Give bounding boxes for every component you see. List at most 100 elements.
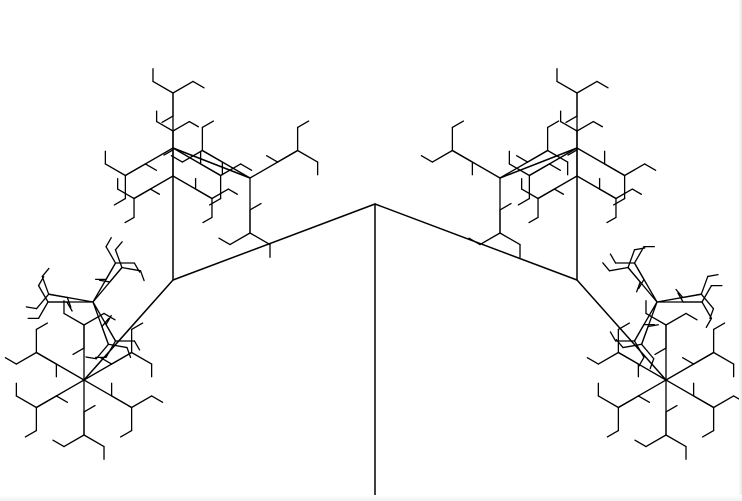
fractal-branch-line — [203, 217, 212, 222]
fractal-branch-line — [607, 431, 618, 437]
fractal-branch-line — [5, 358, 16, 364]
fractal-branch-line — [480, 233, 500, 245]
fractal-branch-line — [125, 164, 145, 176]
fractal-branch-line — [115, 242, 122, 250]
fractal-branch-line — [134, 341, 139, 350]
fractal-branch-line — [694, 396, 714, 408]
fractal-branch-line — [618, 353, 638, 365]
fractal-branch-line — [635, 440, 646, 446]
fractal-branch-line — [106, 238, 111, 247]
fractal-branch-line — [193, 81, 204, 87]
fractal-branch-line — [635, 325, 644, 341]
fractal-branch-line — [141, 271, 145, 281]
fractal-branch-line — [452, 121, 463, 127]
fractal-branch-line — [666, 406, 677, 412]
fractal-branch-line — [153, 81, 173, 93]
fractal-branch-line — [686, 313, 697, 319]
fractal-branch-line — [587, 358, 598, 364]
fractal-branch-line — [108, 344, 127, 347]
fractal-branch-line — [714, 396, 734, 408]
fractal-branch-line — [73, 348, 84, 354]
fractal-branch-line — [173, 81, 193, 93]
fractal-branch-line — [105, 164, 125, 176]
fractal-branch-line — [86, 357, 96, 359]
fractal-branch-line — [598, 396, 618, 408]
fractal-branch-line — [106, 247, 115, 263]
fractal-branch-line — [132, 353, 152, 365]
fractal-branch-line — [278, 151, 298, 163]
fractal-branch-line — [298, 151, 318, 163]
fractal-branch-line — [666, 435, 686, 447]
fractal-branch-line — [548, 121, 559, 127]
fractal-branch-line — [603, 263, 610, 271]
fractal-branch-line — [173, 204, 375, 280]
fractal-branch-line — [432, 151, 452, 163]
fractal-branch-line — [577, 81, 597, 93]
fractal-branch-line — [618, 396, 638, 408]
fractal-branch-line — [701, 294, 713, 308]
fractal-branch-line — [714, 353, 734, 365]
fractal-branch-line — [230, 233, 250, 245]
window-bottom-edge — [0, 495, 742, 501]
fractal-branch-line — [618, 323, 629, 329]
fractal-branch-line — [210, 199, 221, 205]
fractal-branch-line — [598, 353, 618, 365]
fractal-branch-line — [64, 313, 84, 325]
fractal-branch-line — [152, 396, 163, 402]
fractal-branch-line — [638, 396, 649, 402]
fractal-branch-line — [557, 81, 577, 93]
fractal-branch-line — [202, 121, 213, 127]
fractal-branch-line — [628, 250, 634, 268]
fractal-branch-line — [714, 323, 725, 329]
fractal-branches — [5, 69, 742, 501]
fractal-branch-line — [53, 440, 64, 446]
fractal-branch-line — [132, 396, 152, 408]
fractal-branch-line — [708, 275, 718, 277]
fractal-branch-line — [173, 148, 250, 178]
fractal-branch-line — [469, 238, 480, 244]
fractal-branch-line — [36, 323, 47, 329]
fractal-branch-line — [157, 122, 173, 131]
fractal-branch-line — [121, 431, 132, 437]
fractal-branch-line — [36, 396, 56, 408]
fractal-branch-line — [701, 276, 707, 294]
fractal-branch-line — [16, 353, 36, 365]
fractal-branch-line — [228, 189, 237, 194]
fractal-branch-line — [605, 164, 625, 176]
fractal-branch-line — [655, 348, 666, 354]
fractal-branch-line — [632, 189, 641, 194]
fractal-branch-line — [84, 435, 104, 447]
fractal-branch-line — [706, 318, 711, 327]
fractal-branch-line — [703, 431, 714, 437]
fractal-branch-line — [623, 344, 642, 347]
fractal-branch-line — [134, 189, 150, 198]
fractal-branch-line — [298, 121, 309, 127]
fractal-branch-line — [529, 217, 538, 222]
fractal-branch-line — [683, 358, 694, 364]
fractal-branch-line — [56, 396, 67, 402]
fractal-branch-line — [666, 313, 686, 325]
fractal-branch-line — [115, 250, 121, 268]
fractal-branch-line — [49, 294, 68, 297]
fractal-branch-line — [101, 358, 112, 364]
fractal-branch-line — [241, 164, 252, 170]
fractal-branch-line — [125, 217, 134, 222]
fractal-branch-line — [614, 199, 625, 205]
fractal-branch-line — [600, 189, 616, 198]
fractal-branch-line — [127, 348, 131, 358]
fractal-branch-line — [112, 353, 132, 365]
fractal-branch-line — [561, 122, 577, 131]
fractal-branch-line — [607, 217, 616, 222]
fractal-branch-line — [39, 277, 44, 286]
fractal-branch-line — [645, 164, 656, 170]
fractal-branch-line — [421, 156, 432, 162]
fractal-branch-line — [84, 406, 95, 412]
fractal-branch-line — [42, 268, 49, 276]
fractal-branch-line — [517, 156, 528, 162]
fractal-branch-line — [219, 238, 230, 244]
fractal-branch-line — [500, 233, 520, 245]
fractal-branch-line — [549, 164, 560, 170]
fractal-branch-line — [42, 276, 48, 294]
